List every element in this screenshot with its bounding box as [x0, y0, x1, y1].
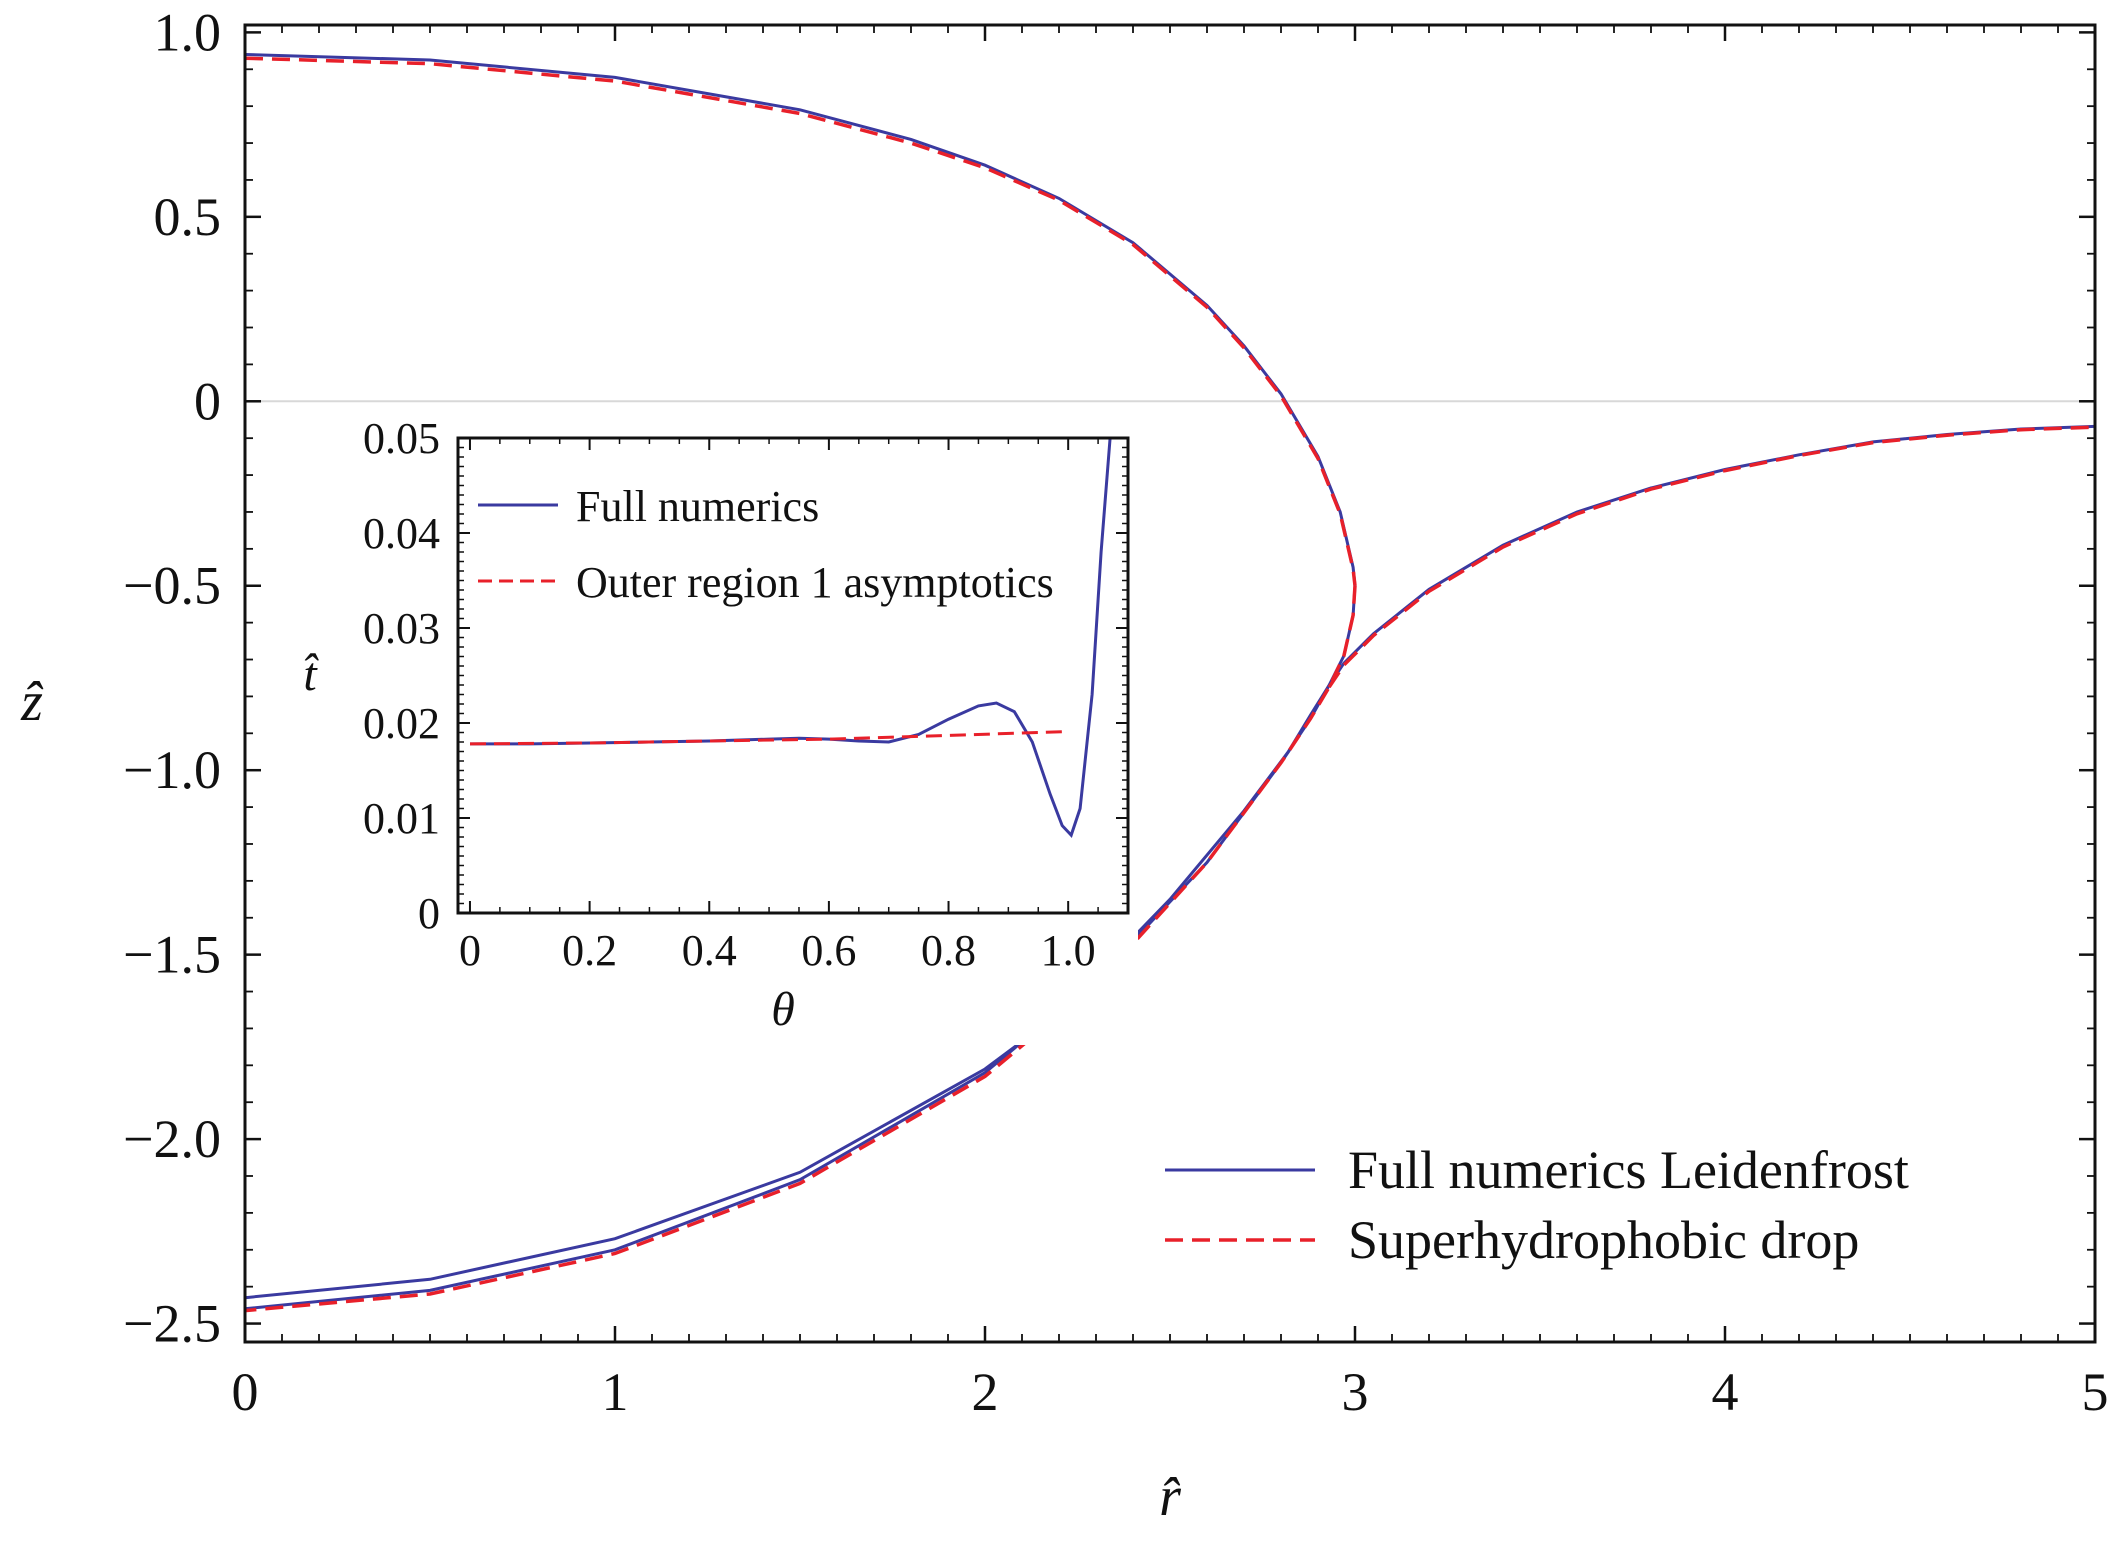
y-tick-label: 1.0: [154, 2, 222, 62]
x-axis-label: r̂: [1159, 1466, 1181, 1528]
inset-y-tick-label: 0.05: [363, 414, 440, 463]
inset-y-tick-label: 0.03: [363, 604, 440, 653]
inset-y-tick-label: 0.02: [363, 699, 440, 748]
main-legend: Full numerics Leidenfrost Superhydrophobi…: [1165, 1140, 1909, 1270]
x-tick-label: 1: [602, 1362, 629, 1422]
inset-y-tick-label: 0: [418, 889, 440, 938]
inset-legend: Full numerics Outer region 1 asymptotics: [478, 482, 1054, 607]
series-0-segment-1: [244, 585, 1357, 1300]
inset-x-tick-label: 0.6: [801, 926, 856, 975]
series-0-segment-0: [244, 53, 1357, 586]
inset-plot: 0 0.2 0.4 0.6 0.8 1.000.010.020.030.040.05 θ …: [303, 405, 1138, 1045]
series-1-segment-0: [244, 56, 1357, 586]
inset-series-group: [469, 438, 1112, 838]
main-plot: 0 1 2 3 4 5 1.0 0.5 0 −0.5 −1.0 −1.5 −2.0 −2.5 r̂ ẑ F…: [20, 2, 2108, 1528]
inset-y-axis-label: t̂: [303, 648, 318, 701]
series-0-segment-2: [1327, 424, 2096, 687]
x-tick-label: 3: [1342, 1362, 1369, 1422]
inset-y-tick-label: 0.04: [363, 509, 440, 558]
y-tick-label: 0: [194, 371, 221, 431]
y-tick-label: −2.0: [123, 1109, 221, 1169]
inset-x-tick-label: 0: [459, 926, 481, 975]
inset-x-tick-label: 1.0: [1041, 926, 1096, 975]
inset-y-tick-label: 0.01: [363, 794, 440, 843]
x-tick-label: 0: [232, 1362, 259, 1422]
y-tick-label: −2.5: [123, 1294, 221, 1354]
inset-x-tick-label: 0.4: [682, 926, 737, 975]
y-tick-label: −1.0: [123, 740, 221, 800]
x-tick-label: 4: [1712, 1362, 1739, 1422]
inset-x-axis-label: θ: [771, 983, 795, 1036]
y-tick-label: 0.5: [154, 187, 222, 247]
legend-label: Full numerics Leidenfrost: [1348, 1140, 1909, 1200]
legend-label: Superhydrophobic drop: [1348, 1210, 1859, 1270]
x-tick-label: 5: [2082, 1362, 2109, 1422]
series-1-segment-1: [244, 585, 1357, 1313]
y-tick-label: −0.5: [123, 556, 221, 616]
inset-legend-label: Outer region 1 asymptotics: [576, 558, 1054, 607]
inset-x-tick-label: 0.8: [921, 926, 976, 975]
inset-legend-label: Full numerics: [576, 482, 819, 531]
x-tick-label: 2: [972, 1362, 999, 1422]
inset-ticks-group: 0 0.2 0.4 0.6 0.8 1.0 0 0.01 0.02 0.03 0.04 0.05: [363, 414, 1129, 975]
inset-background: [330, 405, 1138, 1045]
y-axis-label: ẑ: [20, 671, 44, 733]
main-ticks-group: 0 1 2 3 4 5 1.0 0.5 0 −0.5 −1.0 −1.5 −2.0 −2.5: [123, 2, 2108, 1422]
series-1-segment-2: [1327, 425, 2096, 689]
y-tick-label: −1.5: [123, 925, 221, 985]
inset-x-tick-label: 0.2: [562, 926, 617, 975]
